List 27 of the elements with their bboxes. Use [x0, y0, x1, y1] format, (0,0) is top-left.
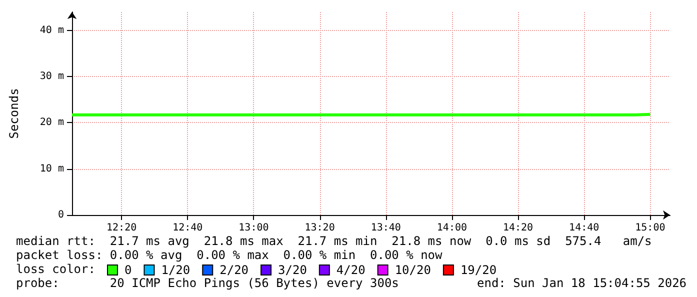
y-axis-title: Seconds	[7, 88, 21, 139]
y-tick-label: 10 m	[40, 163, 64, 174]
legend-label: 19/20	[460, 263, 497, 277]
legend-label: 4/20	[336, 263, 366, 277]
legend-label: 0	[124, 263, 132, 277]
legend-label: 2/20	[220, 263, 249, 277]
x-tick-label: 15:00	[635, 222, 666, 234]
text: median rtt: 21.7 ms avg 21.8 ms max 21.7 ms min 21.8 ms now 0.0 ms sd 575.4 am/s	[16, 234, 652, 248]
y-tick-label: 40 m	[40, 24, 64, 36]
x-tick-label: 12:20	[106, 222, 137, 234]
y-tick-label: 30 m	[40, 71, 64, 82]
x-tick-label: 14:40	[569, 222, 600, 234]
text: end: Sun Jan 18 15:04:55 2026	[477, 276, 687, 290]
x-tick-label: 14:00	[436, 222, 467, 234]
x-tick-label: 13:20	[304, 222, 335, 234]
legend-label: 1/20	[161, 263, 190, 277]
legend-label: 3/20	[278, 263, 307, 277]
x-tick-label: 13:00	[238, 222, 269, 234]
legend-label: 10/20	[394, 263, 431, 277]
y-tick-label: 0	[58, 210, 64, 220]
y-tick-label: 20 m	[40, 117, 64, 128]
legend-title: loss color:	[16, 262, 96, 276]
text: packet loss: 0.00 % avg 0.00 % max 0.00 % min 0.00 % now	[16, 248, 442, 262]
text: probe: 20 ICMP Echo Pings (56 Bytes) every 300s	[16, 276, 399, 290]
x-tick-label: 14:20	[502, 222, 534, 234]
x-tick-label: 13:40	[370, 222, 401, 234]
x-tick-label: 12:40	[172, 222, 203, 234]
